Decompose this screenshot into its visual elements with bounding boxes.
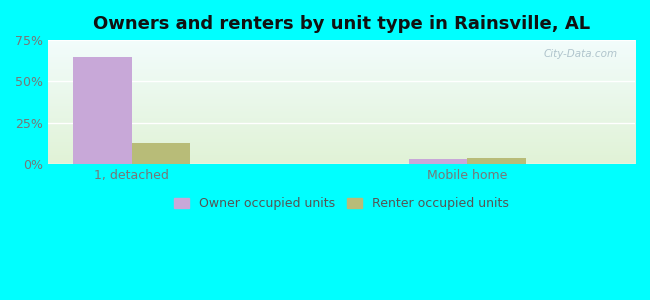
Bar [467,158,526,164]
Bar [73,57,132,164]
Text: City-Data.com: City-Data.com [543,49,618,59]
Bar [409,159,467,164]
Bar [132,143,190,164]
Legend: Owner occupied units, Renter occupied units: Owner occupied units, Renter occupied un… [174,197,509,210]
Title: Owners and renters by unit type in Rainsville, AL: Owners and renters by unit type in Rains… [93,15,590,33]
